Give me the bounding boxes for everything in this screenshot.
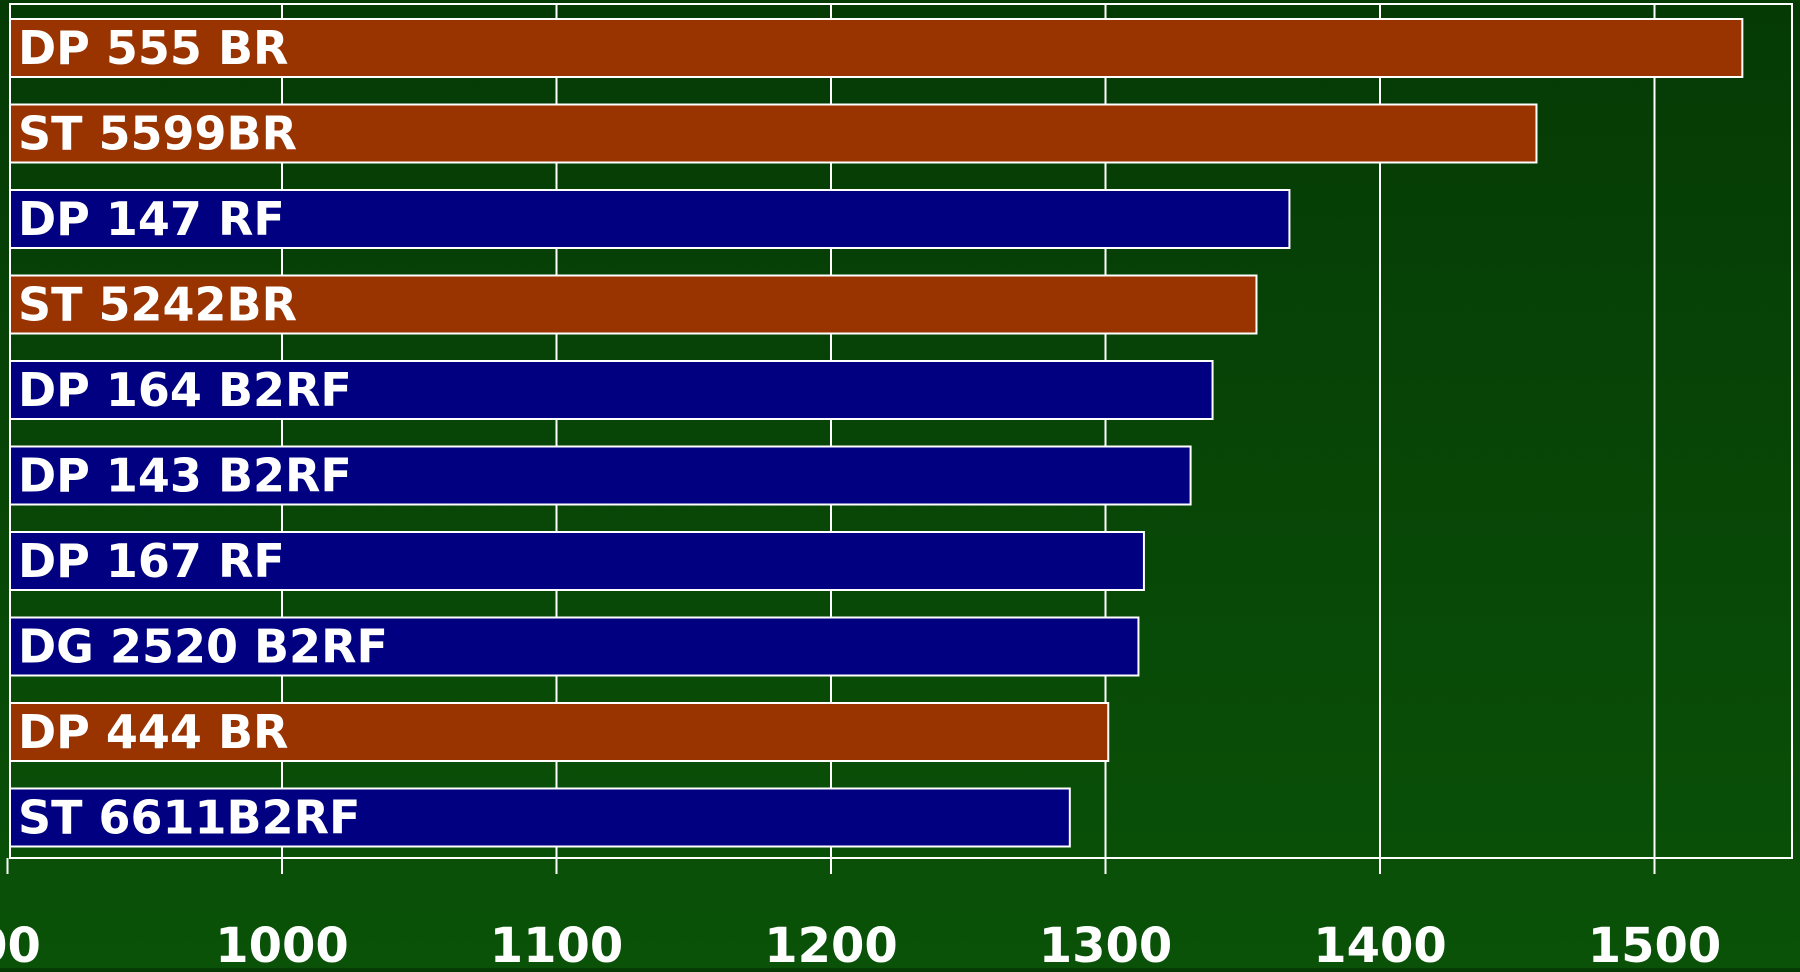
bar-label: DP 167 RF — [18, 534, 285, 588]
x-tick-label: 1500 — [1588, 918, 1722, 968]
bar — [9, 445, 1192, 506]
bar-label: DG 2520 B2RF — [18, 620, 388, 674]
bar-label: ST 5242BR — [18, 278, 297, 332]
bar-label: DP 164 B2RF — [18, 363, 352, 417]
x-tick-label: 00 — [0, 918, 41, 968]
bar — [9, 360, 1214, 420]
bar — [9, 616, 1140, 677]
bar — [9, 787, 1071, 848]
bar-label: ST 5599BR — [18, 107, 297, 161]
bar — [9, 189, 1291, 249]
x-tick-label: 1300 — [1039, 918, 1173, 968]
bar — [9, 531, 1145, 591]
bar — [9, 18, 1744, 78]
x-axis: 00 1000 1100 1200 1300 1400 1500 — [0, 858, 1722, 972]
x-tick-label: 1200 — [764, 918, 898, 968]
bar-label: DP 143 B2RF — [18, 449, 352, 503]
bar — [9, 274, 1258, 335]
x-tick-label: 1100 — [490, 918, 624, 968]
x-tick-label: 1000 — [215, 918, 349, 968]
bar — [9, 103, 1538, 164]
bar-label: ST 6611B2RF — [18, 791, 360, 845]
bar-label: DP 555 BR — [18, 21, 288, 75]
bars: DP 555 BR ST 5599BR DP 147 RF ST 5242BR DP 1… — [9, 18, 1744, 848]
bar — [9, 702, 1110, 762]
x-tick-label: 1400 — [1313, 918, 1447, 968]
bar-label: DP 147 RF — [18, 192, 285, 246]
bar-label: DP 444 BR — [18, 705, 288, 759]
plot-border — [9, 3, 1793, 859]
